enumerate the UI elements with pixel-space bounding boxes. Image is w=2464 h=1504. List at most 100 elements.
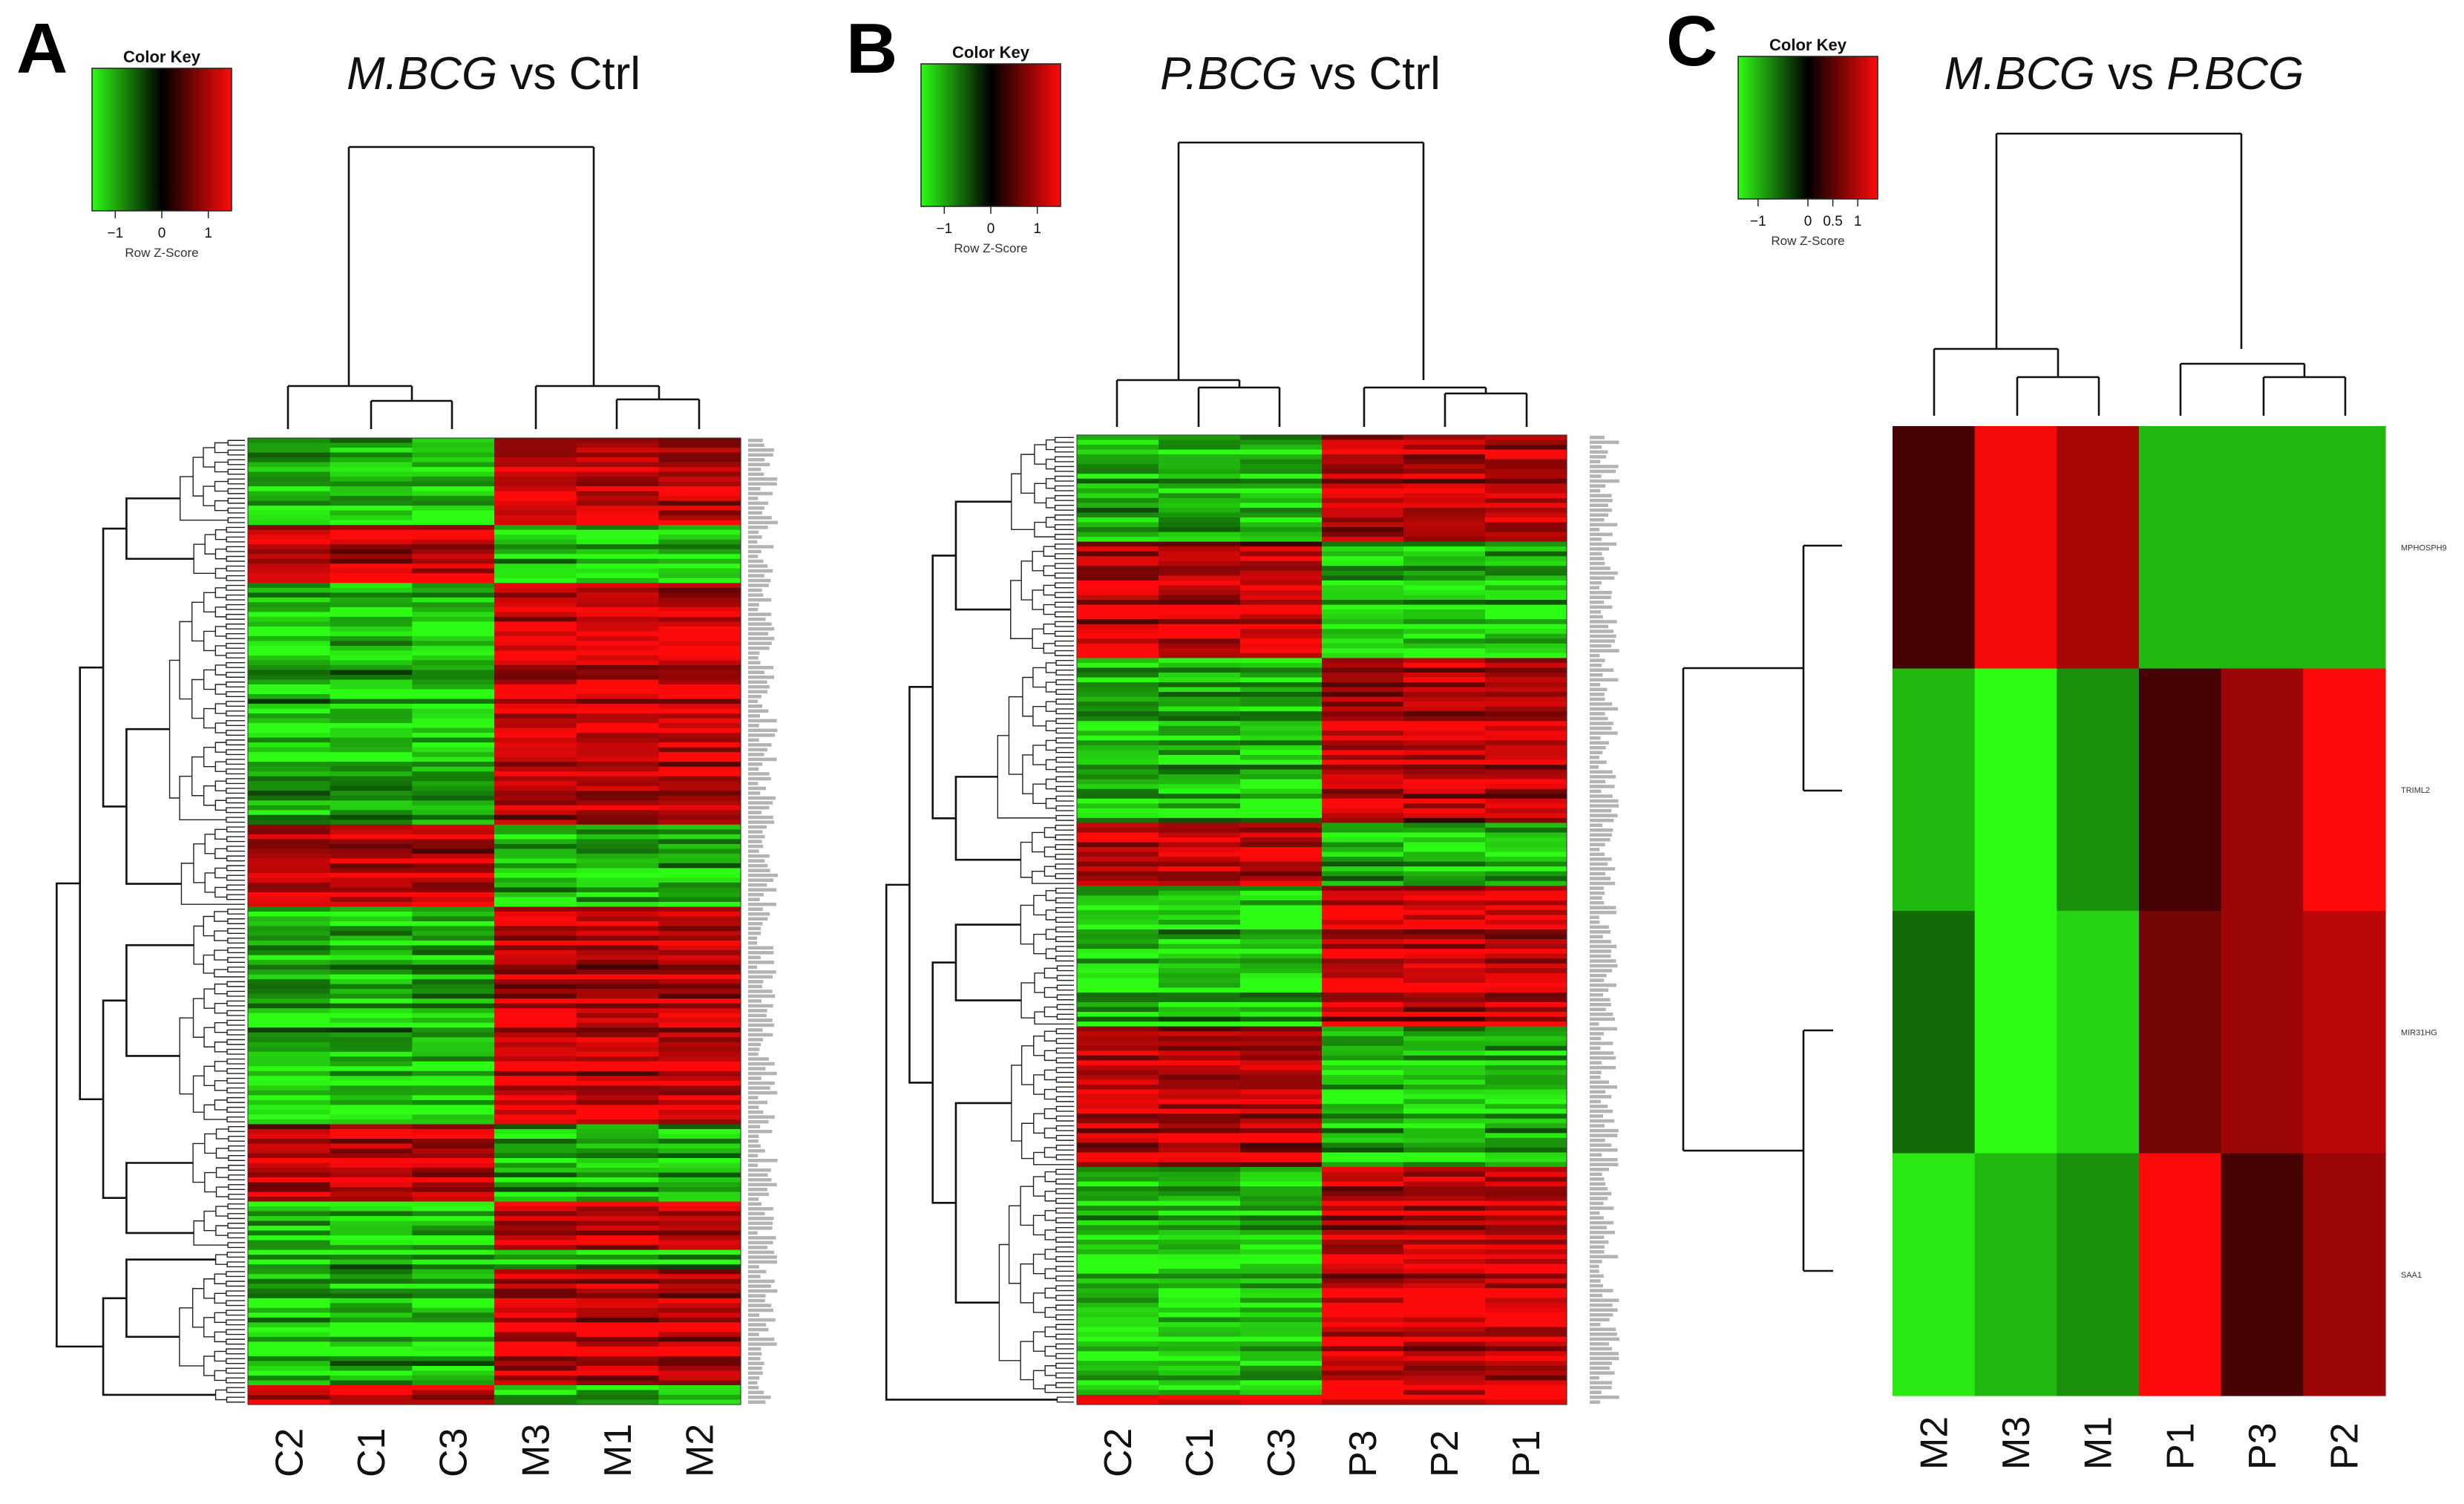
row-label-mark [748, 907, 763, 912]
column-label: P2 [1423, 1430, 1467, 1477]
heatmap-cell [1240, 687, 1323, 693]
heatmap-cell [1077, 1220, 1159, 1226]
heatmap-cell [658, 1332, 741, 1338]
heatmap-cell [1077, 706, 1159, 712]
row-label-mark [748, 1091, 778, 1095]
row-label-mark [1590, 1211, 1600, 1215]
heatmap-cell [248, 481, 331, 487]
heatmap-cell [1403, 730, 1486, 736]
row-dendrogram-branch [227, 468, 245, 475]
heatmap-cell [494, 1124, 577, 1130]
heatmap-cell [248, 723, 331, 729]
heatmap-cell [248, 897, 331, 903]
row-dendrogram-branch [226, 874, 245, 881]
row-label-mark [1590, 494, 1612, 497]
heatmap-cell [1077, 1356, 1159, 1361]
heatmap-cell [1077, 798, 1159, 804]
heatmap-cell [1159, 653, 1241, 658]
heatmap-cell [330, 960, 413, 966]
heatmap-cell [248, 602, 331, 608]
heatmap-cell [1240, 1114, 1323, 1119]
heatmap-cell [1240, 454, 1323, 460]
row-dendrogram-branch [214, 969, 245, 978]
heatmap-cell [1077, 1016, 1159, 1022]
row-dendrogram-branch [1043, 846, 1056, 857]
heatmap-cell [658, 699, 741, 704]
heatmap-cell [248, 1399, 331, 1405]
heatmap-cell [494, 699, 577, 704]
heatmap-cell [1403, 1249, 1486, 1255]
heatmap-cell [1322, 1186, 1404, 1192]
heatmap-cell [494, 486, 577, 492]
heatmap-cell [1240, 570, 1323, 576]
row-dendrogram-branch [214, 1254, 228, 1265]
heatmap-cell [1159, 857, 1241, 863]
row-dendrogram-branch [1055, 1362, 1074, 1369]
row-dendrogram-branch [1043, 643, 1055, 654]
row-dendrogram-branch [1034, 1011, 1074, 1025]
heatmap-cell [576, 452, 659, 458]
row-label-mark [748, 1275, 761, 1278]
heatmap-cell [412, 1182, 495, 1188]
row-dendrogram-branch [1044, 1249, 1056, 1260]
row-dendrogram-branch [226, 1048, 245, 1055]
heatmap-cell [1403, 692, 1486, 698]
heatmap-cell [1403, 541, 1486, 547]
heatmap-cell [1322, 1142, 1404, 1148]
heatmap-cell [658, 554, 741, 560]
column-label: P2 [2324, 1422, 2367, 1470]
heatmap-cell [494, 950, 577, 956]
heatmap-cell [1403, 915, 1486, 921]
row-dendrogram-branch [227, 507, 245, 514]
row-label-mark [748, 941, 758, 945]
heatmap-cell [658, 1099, 741, 1105]
heatmap-cell [494, 477, 577, 483]
row-label-mark [748, 1144, 761, 1148]
heatmap-cell [494, 1042, 577, 1047]
heatmap-cell [494, 1032, 577, 1038]
row-dendrogram-branch [1054, 553, 1074, 560]
title-part: P.BCG [2166, 48, 2304, 99]
heatmap-cell [494, 776, 577, 782]
row-label-mark [748, 511, 763, 515]
heatmap-cell [494, 984, 577, 990]
heatmap-cell [1403, 1036, 1486, 1042]
heatmap-cell [1403, 997, 1486, 1003]
heatmap-cell [248, 752, 331, 758]
heatmap-cell [412, 689, 495, 695]
heatmap-cell [1240, 716, 1323, 722]
heatmap-cell [494, 568, 577, 574]
heatmap-cell [330, 984, 413, 990]
heatmap-cell [1159, 920, 1241, 926]
heatmap-cell [576, 539, 659, 545]
row-dendrogram-branch [1055, 1207, 1074, 1214]
heatmap-cell [576, 1022, 659, 1028]
row-dendrogram-branch [1055, 1154, 1074, 1160]
row-label-mark [748, 1361, 764, 1365]
heatmap-cell [1322, 958, 1404, 964]
heatmap-cell [1077, 1031, 1159, 1037]
heatmap-cell [1240, 580, 1323, 586]
heatmap-cell [412, 1240, 495, 1246]
heatmap-cell [330, 964, 413, 970]
heatmap-cell [1485, 706, 1567, 712]
heatmap-cell [330, 766, 413, 772]
row-dendrogram-branch [1055, 689, 1074, 696]
heatmap-cell [1159, 1254, 1241, 1260]
heatmap-cell [1403, 1327, 1486, 1333]
heatmap-cell [412, 1322, 495, 1328]
heatmap-cell [248, 762, 331, 768]
heatmap-cell [576, 1090, 659, 1096]
heatmap-cell [1485, 1123, 1567, 1129]
heatmap-cell [1240, 857, 1323, 863]
heatmap-cell [1240, 823, 1323, 828]
row-dendrogram-branch [191, 1288, 204, 1328]
heatmap-cell [494, 989, 577, 995]
heatmap-cell [1077, 1380, 1159, 1386]
heatmap-cell [658, 1201, 741, 1207]
heatmap-cell [1077, 1108, 1159, 1114]
heatmap-cell [1240, 944, 1323, 949]
heatmap-cell [1485, 842, 1567, 848]
heatmap-cell [330, 1022, 413, 1028]
row-label-mark [1590, 450, 1608, 454]
